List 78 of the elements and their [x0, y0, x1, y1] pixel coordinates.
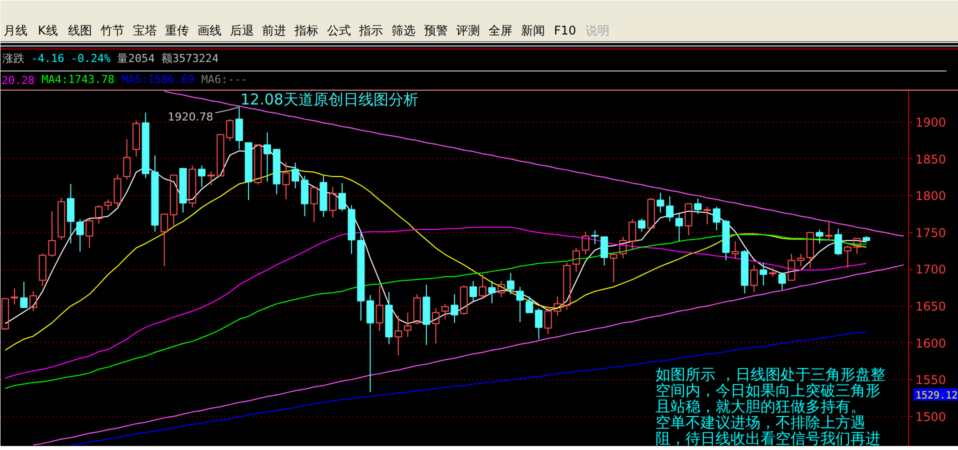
- candlestick: [422, 284, 430, 346]
- candlestick: [600, 236, 608, 266]
- candlestick: [450, 294, 458, 324]
- text: 公式: [326, 24, 351, 38]
- y-tick-label: 1700: [916, 262, 946, 277]
- candlestick: [656, 192, 664, 214]
- y-tick-label: 1650: [916, 300, 946, 314]
- text: MA4:1743.78: [42, 73, 114, 86]
- candlestick: [272, 148, 280, 195]
- candlestick: [292, 162, 300, 189]
- annotation: 阻，待日线收出看空信号我们再进: [656, 430, 880, 448]
- candlestick: [310, 187, 318, 223]
- annotation: 空单不建议进场，不排除上方遇: [656, 414, 866, 432]
- text: 宝塔: [132, 24, 157, 38]
- text: 月线: [4, 24, 28, 38]
- y-tick-label: 1500: [916, 410, 946, 424]
- candlestick: [488, 280, 496, 304]
- text: 筛选: [391, 24, 416, 38]
- chart-subtitle: 涨跌 -4.16 -0.24% 量2054 额3573224: [2, 52, 220, 65]
- candlestick: [806, 232, 814, 269]
- text: 全屏: [488, 24, 512, 38]
- text: 指示: [358, 24, 384, 38]
- chart-title: 12.08天道原创日线图分析: [240, 90, 418, 108]
- text: MA6:---: [201, 73, 248, 86]
- candlestick: [684, 203, 692, 236]
- annotation: 且站稳，就大胆的狂做多持有。: [656, 398, 866, 416]
- candlestick: [366, 294, 374, 393]
- text: 指标: [293, 24, 318, 38]
- candlestick: [675, 212, 683, 242]
- candlestick: [264, 132, 272, 182]
- y-tick-label: 1850: [916, 152, 946, 166]
- candlestick: [329, 186, 337, 218]
- candlestick: [394, 315, 402, 356]
- y-tick-label: 1600: [916, 336, 946, 350]
- text: 重传: [165, 24, 190, 38]
- text: 画线: [197, 24, 222, 38]
- line-series: [32, 264, 904, 446]
- candlestick: [385, 292, 393, 345]
- candlestick: [320, 175, 328, 218]
- candlestick: [170, 174, 178, 228]
- text: 前进: [262, 24, 286, 38]
- text: F10: [554, 24, 576, 38]
- candlestick: [66, 183, 74, 244]
- candlestick: [160, 214, 168, 267]
- text: 1529.12: [916, 390, 958, 402]
- text: MA5:1586.69: [121, 73, 194, 86]
- text: 竹节: [100, 24, 124, 38]
- candlestick: [404, 312, 412, 338]
- text: K线: [38, 24, 58, 38]
- y-tick-label: 1800: [916, 189, 946, 204]
- candlestick: [10, 288, 18, 306]
- candlestick: [376, 284, 384, 332]
- candlestick: [179, 168, 187, 214]
- candlestick: [825, 222, 833, 240]
- candlestick: [20, 281, 28, 308]
- y-tick-label: 1750: [916, 226, 946, 240]
- text: 新闻: [520, 24, 545, 38]
- candlestick: [282, 162, 290, 200]
- text: 1920.78: [168, 110, 214, 124]
- candlestick: [244, 142, 252, 201]
- text: 后退: [230, 24, 254, 38]
- line-series: [164, 90, 904, 237]
- candlestick: [853, 238, 861, 254]
- text: 评测: [456, 24, 480, 38]
- candlestick: [357, 231, 365, 322]
- y-tick-label: 1550: [916, 373, 946, 388]
- candlestick: [235, 106, 243, 150]
- text: 预警: [424, 24, 448, 38]
- candlestick: [788, 253, 796, 281]
- y-tick-label: 1900: [916, 116, 946, 130]
- annotation: 如图所示 ，日线图处于三角形盘整: [656, 366, 886, 384]
- candlestick: [478, 274, 486, 300]
- text: 线图: [68, 24, 92, 38]
- text: 20.28: [2, 74, 35, 87]
- text: 说明: [585, 24, 610, 38]
- candlestick: [760, 262, 768, 286]
- annotation: 空间内，今日如果向上突破三角形: [656, 382, 880, 400]
- line-series: [4, 169, 867, 351]
